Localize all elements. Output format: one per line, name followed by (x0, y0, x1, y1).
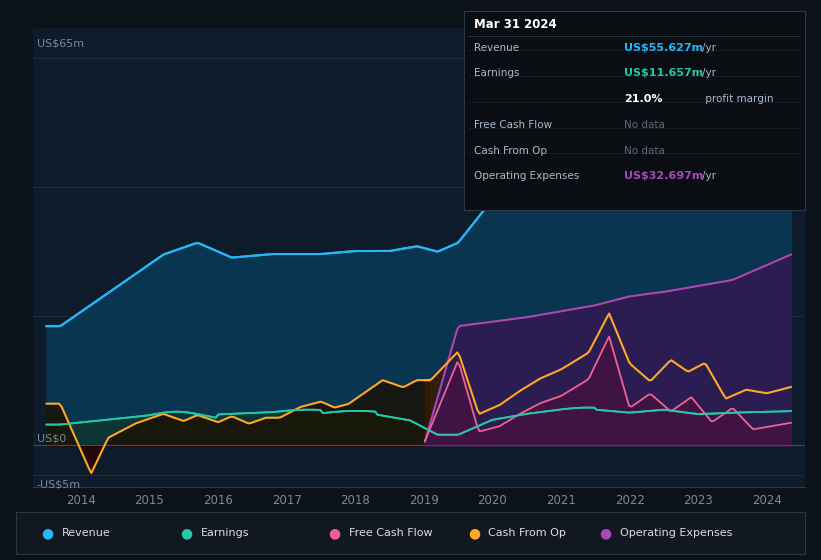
Text: 21.0%: 21.0% (624, 94, 663, 104)
Text: ●: ● (328, 526, 341, 540)
Text: US$0: US$0 (37, 433, 66, 443)
Text: /yr: /yr (702, 171, 716, 181)
Text: Revenue: Revenue (474, 43, 519, 53)
Text: Revenue: Revenue (62, 529, 110, 538)
Text: Free Cash Flow: Free Cash Flow (349, 529, 433, 538)
Text: Operating Expenses: Operating Expenses (620, 529, 732, 538)
Text: Earnings: Earnings (201, 529, 250, 538)
Text: Operating Expenses: Operating Expenses (474, 171, 579, 181)
Text: ●: ● (599, 526, 612, 540)
Text: No data: No data (624, 146, 665, 156)
Text: ●: ● (41, 526, 53, 540)
Text: US$65m: US$65m (37, 39, 84, 49)
Text: /yr: /yr (702, 68, 716, 78)
Text: profit margin: profit margin (702, 94, 773, 104)
Text: Free Cash Flow: Free Cash Flow (474, 120, 552, 130)
Text: Cash From Op: Cash From Op (474, 146, 547, 156)
Text: ●: ● (468, 526, 480, 540)
Text: /yr: /yr (702, 43, 716, 53)
Text: Mar 31 2024: Mar 31 2024 (474, 18, 557, 31)
Text: US$11.657m: US$11.657m (624, 68, 704, 78)
Text: ●: ● (181, 526, 193, 540)
Text: No data: No data (624, 120, 665, 130)
Text: US$32.697m: US$32.697m (624, 171, 704, 181)
Text: Cash From Op: Cash From Op (488, 529, 566, 538)
Text: -US$5m: -US$5m (37, 480, 80, 490)
Text: Earnings: Earnings (474, 68, 519, 78)
Text: US$55.627m: US$55.627m (624, 43, 703, 53)
